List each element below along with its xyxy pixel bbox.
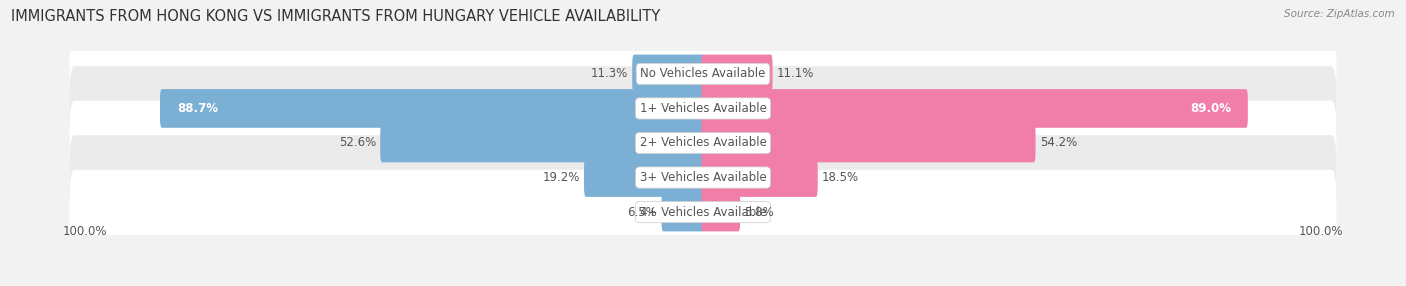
Text: 2+ Vehicles Available: 2+ Vehicles Available bbox=[640, 136, 766, 150]
FancyBboxPatch shape bbox=[70, 135, 1336, 220]
FancyBboxPatch shape bbox=[70, 66, 1336, 151]
Text: Source: ZipAtlas.com: Source: ZipAtlas.com bbox=[1284, 9, 1395, 19]
FancyBboxPatch shape bbox=[70, 170, 1336, 254]
FancyBboxPatch shape bbox=[702, 89, 1249, 128]
FancyBboxPatch shape bbox=[70, 32, 1336, 116]
Text: 100.0%: 100.0% bbox=[62, 225, 107, 238]
FancyBboxPatch shape bbox=[702, 158, 818, 197]
Text: 11.1%: 11.1% bbox=[778, 67, 814, 80]
Text: 52.6%: 52.6% bbox=[339, 136, 375, 150]
FancyBboxPatch shape bbox=[661, 193, 704, 231]
Text: 19.2%: 19.2% bbox=[543, 171, 579, 184]
Text: 4+ Vehicles Available: 4+ Vehicles Available bbox=[640, 206, 766, 219]
Text: IMMIGRANTS FROM HONG KONG VS IMMIGRANTS FROM HUNGARY VEHICLE AVAILABILITY: IMMIGRANTS FROM HONG KONG VS IMMIGRANTS … bbox=[11, 9, 661, 23]
Text: 54.2%: 54.2% bbox=[1040, 136, 1077, 150]
FancyBboxPatch shape bbox=[583, 158, 704, 197]
FancyBboxPatch shape bbox=[633, 55, 704, 93]
Text: 18.5%: 18.5% bbox=[823, 171, 859, 184]
FancyBboxPatch shape bbox=[160, 89, 704, 128]
Text: No Vehicles Available: No Vehicles Available bbox=[640, 67, 766, 80]
Text: 89.0%: 89.0% bbox=[1189, 102, 1230, 115]
Text: 6.5%: 6.5% bbox=[627, 206, 657, 219]
FancyBboxPatch shape bbox=[70, 101, 1336, 185]
Legend: Immigrants from Hong Kong, Immigrants from Hungary: Immigrants from Hong Kong, Immigrants fr… bbox=[509, 283, 897, 286]
FancyBboxPatch shape bbox=[702, 124, 1036, 162]
Text: 5.8%: 5.8% bbox=[745, 206, 775, 219]
FancyBboxPatch shape bbox=[702, 193, 740, 231]
Text: 1+ Vehicles Available: 1+ Vehicles Available bbox=[640, 102, 766, 115]
Text: 100.0%: 100.0% bbox=[1299, 225, 1344, 238]
Text: 88.7%: 88.7% bbox=[177, 102, 218, 115]
FancyBboxPatch shape bbox=[702, 55, 772, 93]
Text: 11.3%: 11.3% bbox=[591, 67, 628, 80]
Text: 3+ Vehicles Available: 3+ Vehicles Available bbox=[640, 171, 766, 184]
FancyBboxPatch shape bbox=[380, 124, 704, 162]
